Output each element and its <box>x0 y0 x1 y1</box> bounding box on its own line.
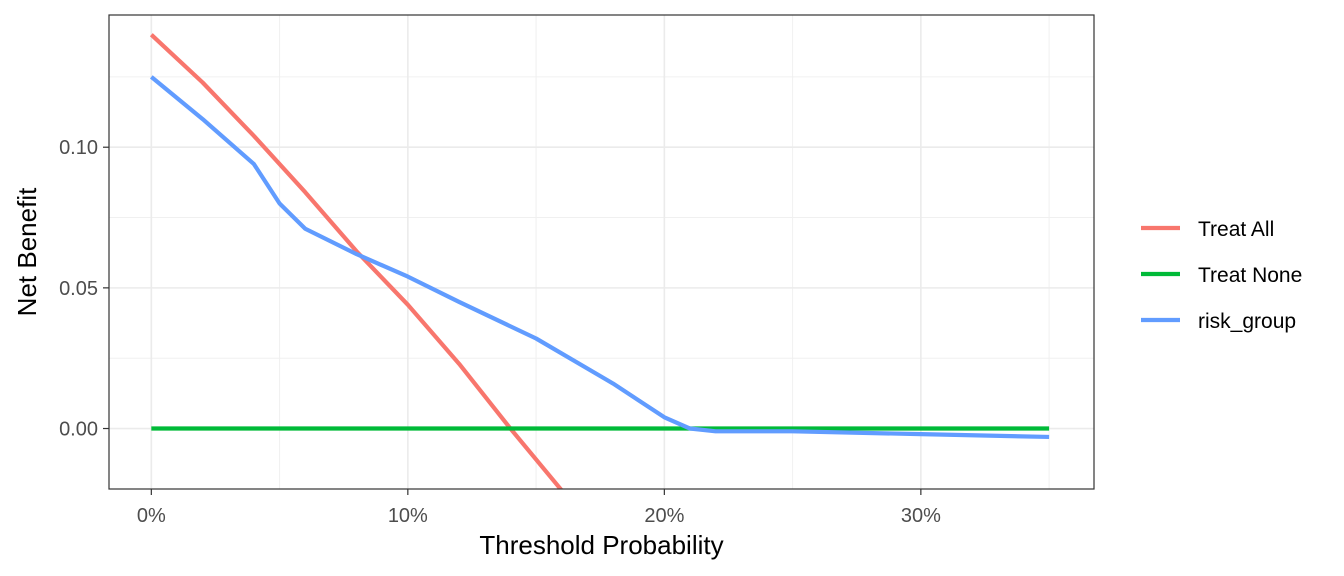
series-lines <box>149 33 1050 489</box>
legend-item: risk_group <box>1141 310 1296 333</box>
series-line-treat-all <box>149 33 564 489</box>
x-axis: 0% 10% 20% 30% <box>137 489 941 527</box>
legend-label: Treat All <box>1198 218 1274 241</box>
legend-label: Treat None <box>1198 264 1302 287</box>
x-tick-label: 30% <box>901 505 941 527</box>
series-line-risk-group <box>149 75 1050 440</box>
y-tick-label: 0.00 <box>59 419 98 441</box>
y-tick-label: 0.10 <box>59 137 98 159</box>
panel-border <box>108 14 1095 490</box>
y-axis-title: Net Benefit <box>12 187 42 316</box>
x-tick-label: 20% <box>644 505 684 527</box>
legend-label: risk_group <box>1198 310 1296 333</box>
x-tick-label: 0% <box>137 505 166 527</box>
legend: Treat All Treat None risk_group <box>1141 218 1302 333</box>
minor-gridlines <box>109 15 1094 489</box>
y-tick-label: 0.05 <box>59 278 98 300</box>
x-axis-title: Threshold Probability <box>479 530 723 560</box>
plot-panel <box>108 14 1095 490</box>
y-axis: 0.00 0.05 0.10 <box>59 137 109 441</box>
legend-item: Treat None <box>1141 264 1302 287</box>
x-tick-label: 10% <box>388 505 428 527</box>
legend-item: Treat All <box>1141 218 1274 241</box>
panel-background <box>109 15 1094 489</box>
